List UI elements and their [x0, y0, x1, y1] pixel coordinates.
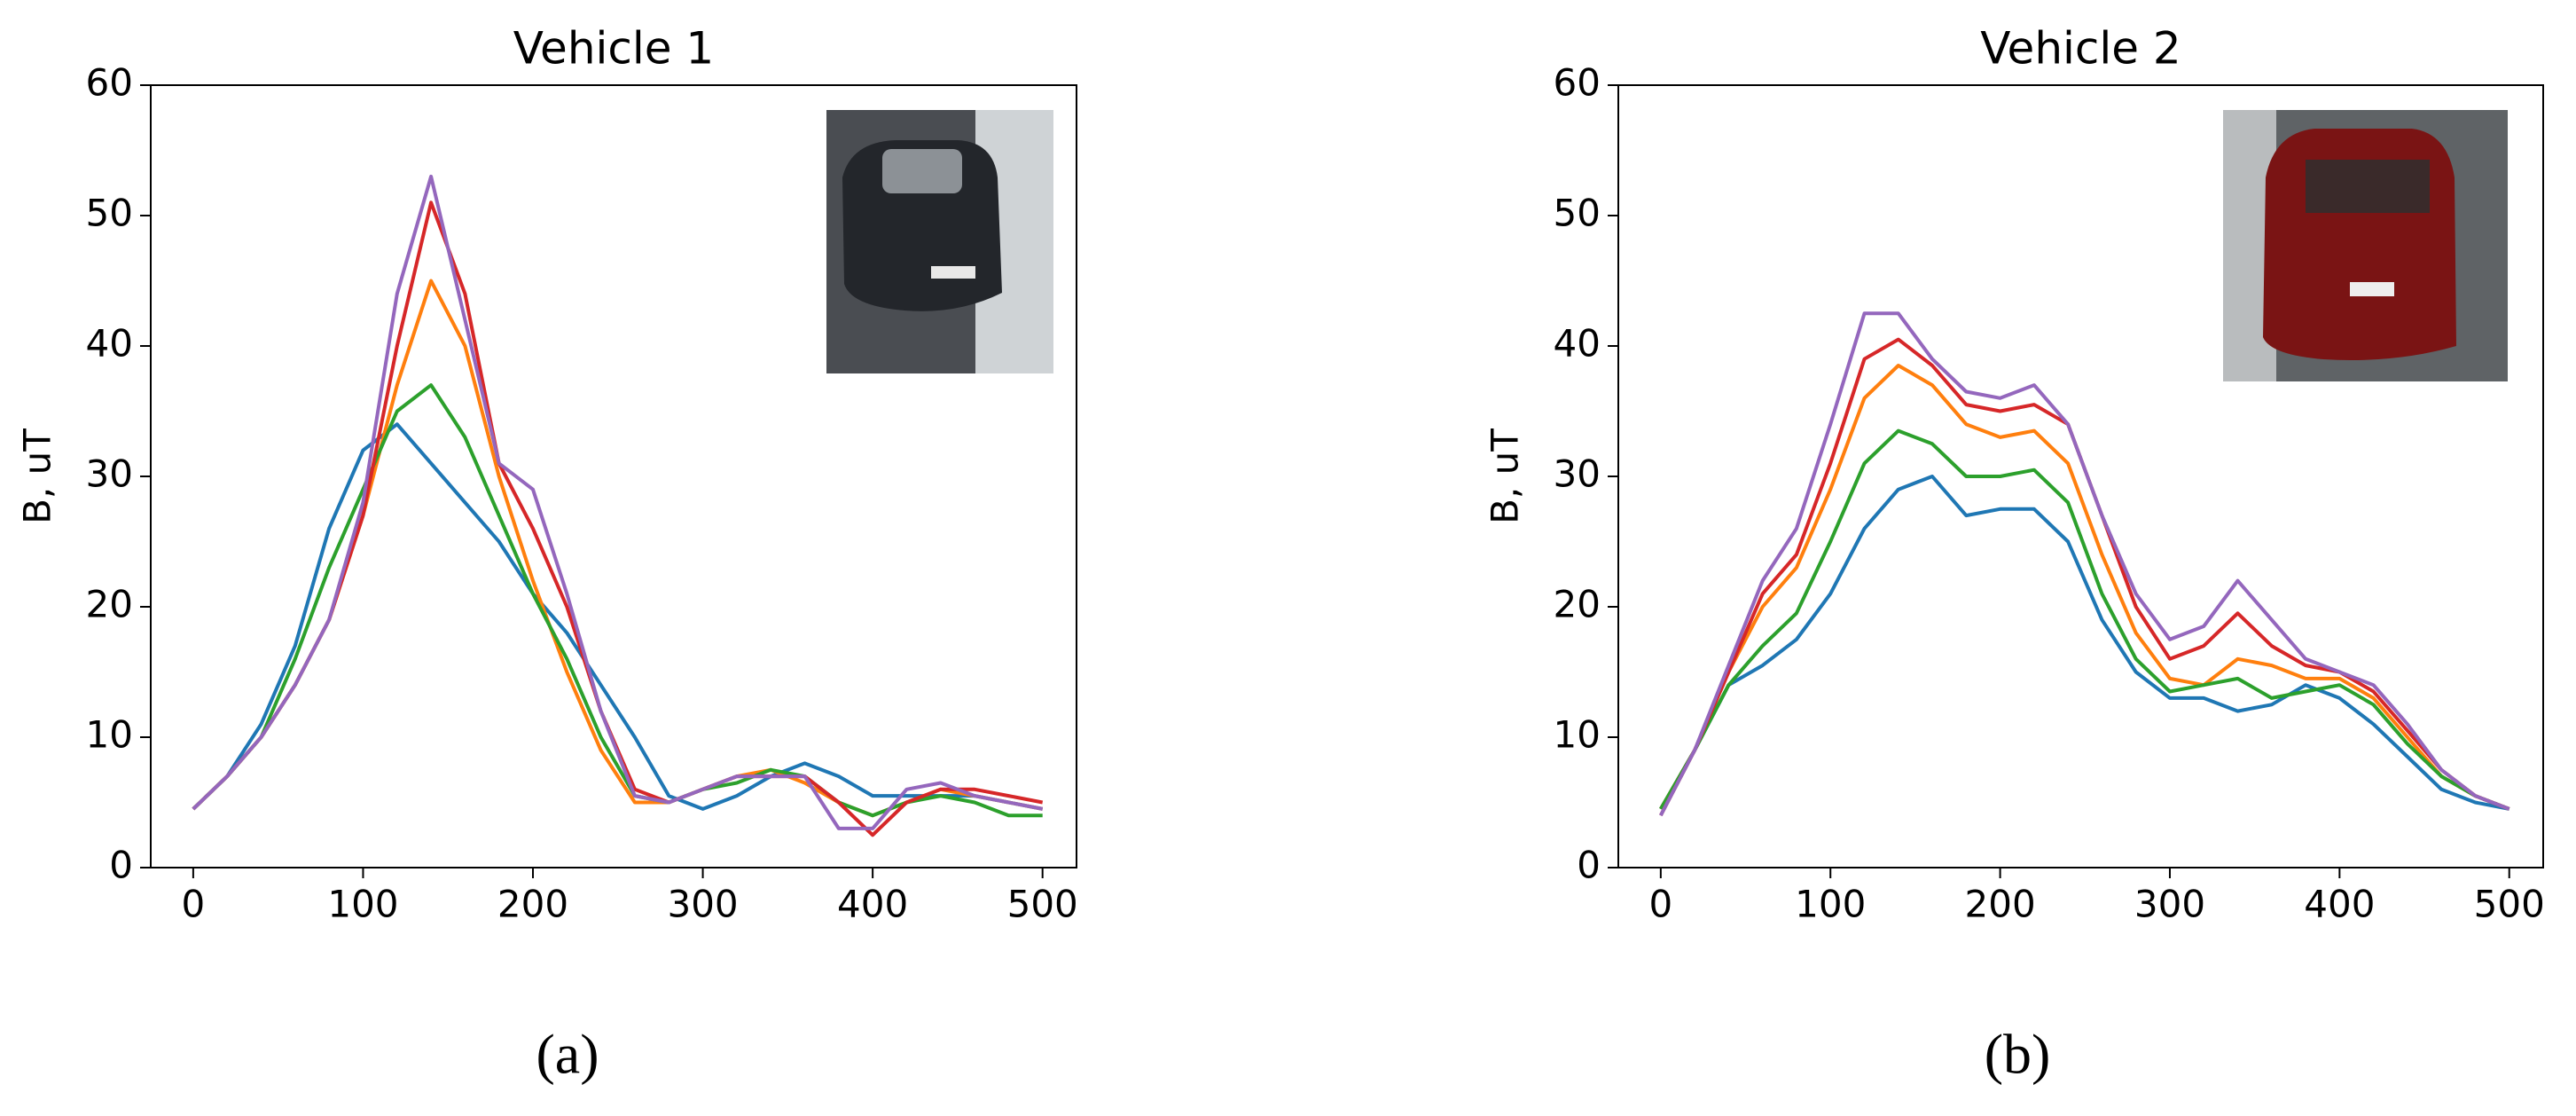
y-tick-label: 10: [86, 713, 133, 757]
series-line: [1659, 364, 2510, 811]
chart: Vehicle 1 B, uT 0 10 20 30 40 50 60 0 100 200 300 400…: [16, 23, 1078, 1086]
chart: Vehicle 2 B, uT 0 10 20 30 40 50 60 0 100 200 300 400…: [1484, 23, 2545, 1086]
y-tick-label: 30: [86, 452, 133, 496]
y-tick-label: 20: [86, 583, 133, 626]
chart-title: Vehicle 1: [513, 23, 715, 75]
series-line: [1659, 428, 2510, 811]
x-tick-label: 300: [2134, 883, 2205, 926]
y-tick-label: 50: [1554, 192, 1601, 235]
series-line: [1659, 311, 2510, 817]
x-tick-label: 100: [1795, 883, 1866, 926]
x-tick-label: 400: [2304, 883, 2375, 926]
y-axis-label: B, uT: [16, 428, 59, 524]
y-tick-label: 50: [86, 192, 133, 235]
y-tick-label: 20: [1554, 583, 1601, 626]
y-tick-label: 0: [109, 844, 133, 887]
x-tick-label: 0: [1648, 883, 1672, 926]
y-axis-label: B, uT: [1484, 428, 1527, 524]
plot-frame: [1617, 84, 2544, 868]
y-tick-label: 10: [1554, 713, 1601, 757]
y-tick-label: 60: [86, 61, 133, 105]
inset-photo: [826, 110, 1053, 373]
y-tick-label: 60: [1554, 61, 1601, 105]
panel-caption: (b): [1985, 1023, 2051, 1086]
y-tick-label: 40: [86, 322, 133, 365]
x-tick-label: 200: [1965, 883, 2036, 926]
y-tick-label: 40: [1554, 322, 1601, 365]
y-tick-label: 0: [1577, 844, 1601, 887]
inset-photo: [2223, 110, 2508, 381]
x-tick-label: 0: [182, 883, 206, 926]
series-line: [192, 174, 1044, 830]
chart-title: Vehicle 2: [1980, 23, 2181, 75]
x-tick-label: 500: [2474, 883, 2545, 926]
x-tick-label: 100: [327, 883, 398, 926]
x-tick-label: 300: [667, 883, 738, 926]
plot-frame: [150, 84, 1077, 868]
x-tick-label: 200: [497, 883, 568, 926]
y-tick-label: 30: [1554, 452, 1601, 496]
series-line: [192, 383, 1043, 818]
x-tick-label: 500: [1007, 883, 1078, 926]
series-line: [1659, 475, 2510, 811]
x-tick-label: 400: [837, 883, 908, 926]
panel-caption: (a): [536, 1023, 599, 1086]
